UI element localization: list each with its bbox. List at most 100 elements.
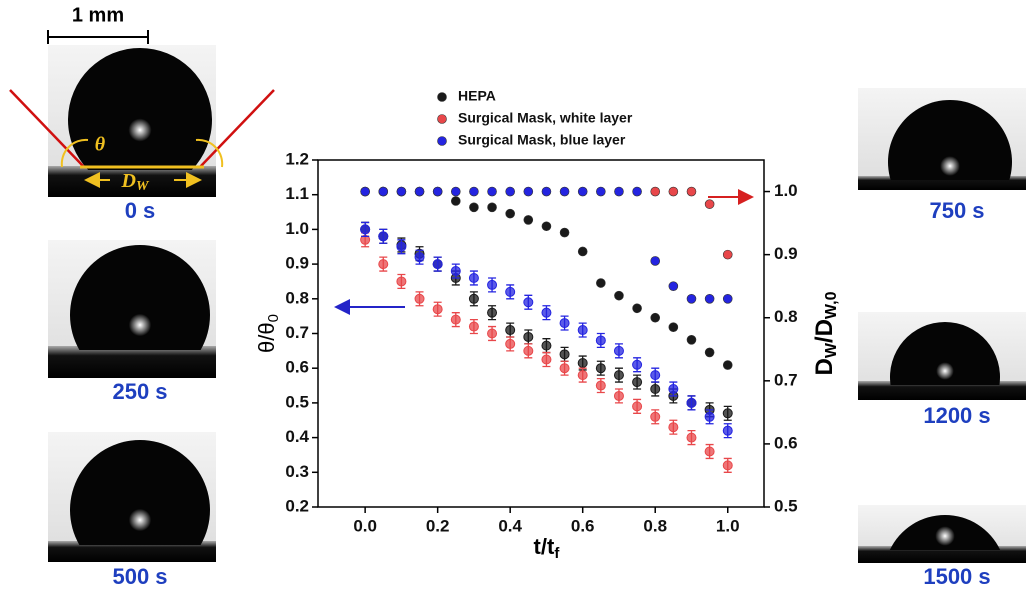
theta-point	[487, 279, 498, 290]
dw-point	[487, 186, 497, 197]
dw-point	[668, 322, 679, 332]
droplet-glint	[128, 508, 152, 532]
theta-point	[559, 318, 570, 329]
y-tick-label: 1.0	[285, 219, 309, 238]
theta-annotation: θ	[95, 134, 106, 156]
x-tick-label: 0.6	[571, 516, 595, 535]
theta-point	[595, 380, 606, 391]
legend-marker	[437, 92, 447, 102]
tangent-line	[9, 89, 85, 168]
dw-point	[523, 186, 534, 197]
y-tick-label: 0.7	[285, 323, 309, 342]
dw-point	[686, 293, 697, 304]
dw-point	[577, 246, 588, 257]
frame-label: 750 s	[929, 198, 984, 223]
theta-point	[613, 390, 624, 401]
dw-point	[668, 186, 679, 197]
droplet	[69, 440, 210, 545]
dw-point	[632, 186, 642, 197]
dw-point	[414, 186, 425, 197]
dw-point	[577, 186, 588, 197]
y-axis-label: θ/θ0	[254, 314, 282, 353]
theta-point	[686, 432, 697, 443]
theta-point	[505, 286, 516, 297]
y-tick-label: 0.2	[285, 496, 309, 515]
theta-point	[559, 363, 570, 374]
theta-point	[577, 370, 588, 381]
droplet-frames: 0 s 250 s 500 s 750 s 1200 s 1500 s	[48, 45, 1026, 589]
x-tick-label: 0.2	[426, 516, 450, 535]
dw-point	[559, 227, 570, 238]
theta-point	[523, 331, 534, 342]
tangent-line	[199, 89, 275, 168]
x-label-main: t/t	[534, 534, 555, 559]
dw-point	[450, 186, 461, 197]
theta-point	[577, 357, 588, 368]
theta-point	[722, 408, 733, 419]
frame-label: 1200 s	[923, 403, 990, 428]
y2-tick-label: 0.7	[774, 370, 798, 389]
theta-point	[396, 276, 407, 287]
theta-point	[523, 345, 534, 356]
substrate	[48, 541, 216, 562]
theta-point	[650, 384, 661, 395]
dw-point	[614, 290, 624, 301]
theta-point	[487, 328, 498, 339]
theta-point	[414, 293, 425, 304]
dw-point	[650, 186, 661, 197]
dw-point	[596, 186, 606, 197]
y2-label-mid: /D	[811, 319, 838, 343]
y-tick-label: 0.4	[285, 427, 309, 446]
dw-point	[632, 303, 642, 314]
y-tick-label: 0.3	[285, 462, 309, 481]
droplet-glint	[936, 362, 954, 380]
theta-point	[360, 224, 371, 235]
theta-point	[613, 345, 624, 356]
theta-point	[704, 446, 715, 457]
y2-label-sub2: W,0	[823, 291, 840, 319]
theta-point	[595, 363, 606, 374]
dw-point	[505, 208, 515, 219]
legend-label: Surgical Mask, blue layer	[458, 132, 626, 148]
dw-point	[722, 293, 733, 304]
dw-sub: W	[136, 179, 150, 194]
theta-point	[505, 338, 516, 349]
droplet-glint	[128, 313, 152, 337]
y2-tick-label: 0.6	[774, 433, 798, 452]
droplet-glint	[128, 118, 152, 142]
theta-point	[468, 321, 479, 332]
y-tick-label: 0.8	[285, 288, 309, 307]
dw-point	[378, 186, 389, 197]
theta-point	[613, 370, 624, 381]
dw-point	[396, 186, 407, 197]
theta-point	[432, 259, 443, 270]
y-tick-label: 0.6	[285, 358, 309, 377]
theta-point	[722, 460, 733, 471]
scale-bar-label: 1 mm	[72, 4, 124, 26]
dw-point	[704, 293, 715, 304]
y-tick-label: 0.9	[285, 254, 309, 273]
substrate	[858, 381, 1026, 400]
dw-annotation: DW	[121, 170, 150, 195]
dw-point	[614, 186, 624, 197]
theta-point	[378, 231, 389, 242]
theta-point	[505, 325, 516, 336]
theta-point	[650, 370, 661, 381]
theta-point	[632, 359, 643, 370]
y2-axis-label: DW/DW,0	[811, 291, 840, 375]
y-label-sub: 0	[265, 314, 282, 322]
y2-label-sub: W	[823, 342, 840, 358]
substrate	[858, 546, 1026, 563]
droplet	[890, 322, 1000, 385]
x-tick-label: 0.0	[353, 516, 377, 535]
legend-marker	[437, 136, 447, 146]
dw-point	[541, 221, 552, 232]
dw-point	[650, 256, 661, 266]
theta-point	[595, 335, 606, 346]
dw-point	[469, 202, 479, 213]
theta-point	[541, 354, 552, 365]
theta-point	[450, 266, 461, 277]
theta-point	[396, 241, 407, 252]
frame-label: 250 s	[112, 379, 167, 404]
legend-marker	[437, 114, 447, 124]
